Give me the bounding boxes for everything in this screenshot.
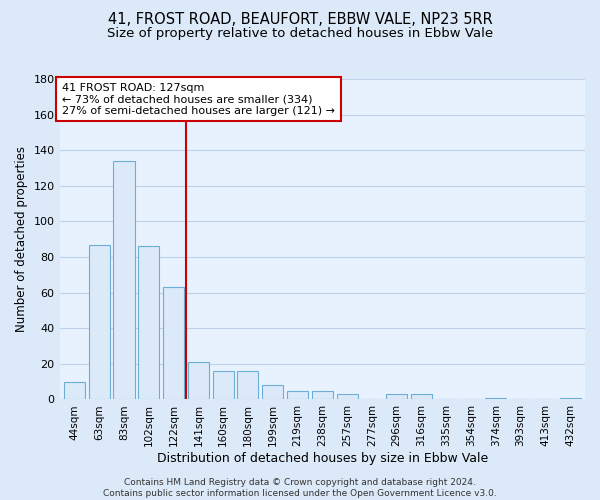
Bar bbox=[287, 390, 308, 400]
Text: 41 FROST ROAD: 127sqm
← 73% of detached houses are smaller (334)
27% of semi-det: 41 FROST ROAD: 127sqm ← 73% of detached … bbox=[62, 82, 335, 116]
Bar bbox=[113, 161, 134, 400]
X-axis label: Distribution of detached houses by size in Ebbw Vale: Distribution of detached houses by size … bbox=[157, 452, 488, 465]
Bar bbox=[138, 246, 160, 400]
Bar bbox=[64, 382, 85, 400]
Bar bbox=[212, 371, 233, 400]
Bar bbox=[386, 394, 407, 400]
Bar bbox=[411, 394, 432, 400]
Y-axis label: Number of detached properties: Number of detached properties bbox=[15, 146, 28, 332]
Text: Size of property relative to detached houses in Ebbw Vale: Size of property relative to detached ho… bbox=[107, 28, 493, 40]
Bar bbox=[188, 362, 209, 400]
Bar bbox=[560, 398, 581, 400]
Bar bbox=[312, 390, 333, 400]
Text: 41, FROST ROAD, BEAUFORT, EBBW VALE, NP23 5RR: 41, FROST ROAD, BEAUFORT, EBBW VALE, NP2… bbox=[107, 12, 493, 28]
Bar bbox=[337, 394, 358, 400]
Bar bbox=[163, 288, 184, 400]
Bar bbox=[238, 371, 259, 400]
Text: Contains HM Land Registry data © Crown copyright and database right 2024.
Contai: Contains HM Land Registry data © Crown c… bbox=[103, 478, 497, 498]
Bar bbox=[89, 244, 110, 400]
Bar bbox=[262, 385, 283, 400]
Bar bbox=[485, 398, 506, 400]
